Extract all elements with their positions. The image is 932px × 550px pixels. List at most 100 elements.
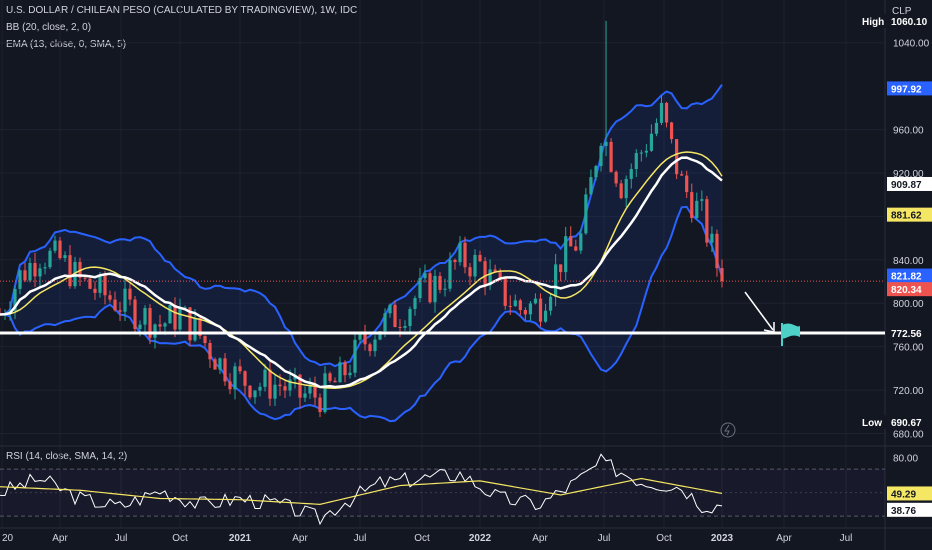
candle-body[interactable]	[318, 397, 322, 413]
candle-body[interactable]	[659, 102, 664, 123]
candle-body[interactable]	[634, 153, 638, 170]
candle-body[interactable]	[243, 371, 247, 386]
candle-body[interactable]	[58, 240, 62, 259]
candle-body[interactable]	[278, 384, 282, 387]
candle-body[interactable]	[428, 273, 432, 303]
candle-body[interactable]	[123, 288, 127, 312]
checkered-flag-icon[interactable]	[781, 323, 800, 346]
candle-body[interactable]	[649, 133, 654, 151]
candle-body[interactable]	[28, 263, 32, 281]
projection-arrow[interactable]	[744, 291, 774, 331]
candle-body[interactable]	[715, 233, 719, 269]
candle-body[interactable]	[373, 339, 377, 352]
candle-body[interactable]	[203, 336, 207, 344]
candle-body[interactable]	[675, 139, 679, 175]
candle-body[interactable]	[333, 380, 337, 383]
candle-body[interactable]	[208, 343, 212, 360]
candle-body[interactable]	[273, 384, 277, 399]
candle-body[interactable]	[238, 366, 242, 372]
candle-body[interactable]	[258, 386, 262, 391]
candle-body[interactable]	[700, 199, 704, 201]
candle-body[interactable]	[443, 288, 447, 290]
candle-body[interactable]	[513, 300, 517, 307]
candle-body[interactable]	[338, 362, 342, 383]
candle-body[interactable]	[408, 308, 412, 327]
candle-body[interactable]	[253, 390, 257, 398]
candle-body[interactable]	[654, 122, 659, 134]
candle-body[interactable]	[548, 296, 553, 311]
candle-body[interactable]	[458, 242, 462, 263]
candle-body[interactable]	[313, 386, 317, 398]
candle-body[interactable]	[523, 310, 527, 315]
candle-body[interactable]	[128, 288, 132, 300]
candle-body[interactable]	[93, 288, 97, 293]
candle-body[interactable]	[108, 295, 112, 300]
candle-body[interactable]	[218, 358, 222, 370]
candle-body[interactable]	[473, 254, 477, 277]
candle-body[interactable]	[248, 385, 252, 398]
candle-body[interactable]	[669, 122, 674, 140]
candle-body[interactable]	[88, 278, 92, 289]
candle-body[interactable]	[168, 304, 172, 324]
candle-body[interactable]	[153, 324, 157, 338]
candle-body[interactable]	[720, 268, 724, 282]
candle-body[interactable]	[138, 324, 142, 329]
candle-body[interactable]	[63, 255, 67, 259]
candle-body[interactable]	[73, 261, 77, 287]
candle-body[interactable]	[263, 369, 267, 387]
candle-body[interactable]	[680, 174, 684, 176]
candle-body[interactable]	[438, 275, 442, 290]
candle-body[interactable]	[538, 298, 543, 322]
rsi-indicator-label[interactable]: RSI (14, close, SMA, 14, 2)	[6, 451, 128, 462]
candle-body[interactable]	[619, 183, 623, 199]
candle-body[interactable]	[508, 305, 512, 307]
candle-body[interactable]	[569, 236, 573, 247]
candle-body[interactable]	[183, 307, 187, 309]
candle-body[interactable]	[103, 275, 107, 296]
candle-body[interactable]	[483, 261, 487, 286]
candle-body[interactable]	[543, 310, 548, 322]
candle-body[interactable]	[383, 313, 387, 332]
candle-body[interactable]	[233, 366, 237, 390]
bb-basis-line[interactable]	[0, 156, 723, 389]
candle-body[interactable]	[478, 254, 482, 262]
candle-body[interactable]	[298, 374, 302, 398]
candle-body[interactable]	[639, 152, 643, 154]
candle-body[interactable]	[328, 373, 332, 381]
candle-body[interactable]	[559, 264, 563, 273]
ema-indicator-label[interactable]: EMA (13, close, 0, SMA, 5)	[6, 39, 127, 50]
rsi-line[interactable]	[0, 453, 723, 526]
candle-body[interactable]	[158, 324, 162, 327]
candle-body[interactable]	[348, 372, 352, 376]
candle-body[interactable]	[398, 327, 402, 329]
candle-body[interactable]	[133, 299, 137, 329]
candle-body[interactable]	[564, 236, 568, 273]
candle-body[interactable]	[629, 169, 633, 179]
candle-body[interactable]	[690, 192, 694, 218]
candle-body[interactable]	[468, 267, 472, 277]
lightning-icon[interactable]	[720, 422, 736, 438]
candle-body[interactable]	[574, 246, 578, 251]
candle-body[interactable]	[368, 344, 372, 352]
candle-body[interactable]	[148, 308, 152, 338]
candle-body[interactable]	[533, 298, 538, 304]
candle-body[interactable]	[283, 386, 287, 391]
candle-body[interactable]	[118, 310, 122, 312]
candle-body[interactable]	[503, 278, 507, 306]
candle-body[interactable]	[13, 288, 17, 311]
candle-body[interactable]	[453, 259, 457, 263]
candle-body[interactable]	[388, 304, 392, 314]
candle-body[interactable]	[604, 141, 608, 146]
candle-body[interactable]	[463, 242, 467, 268]
candle-body[interactable]	[38, 268, 42, 277]
candle-body[interactable]	[584, 194, 588, 234]
candle-body[interactable]	[223, 358, 227, 382]
candle-body[interactable]	[353, 339, 357, 373]
candle-body[interactable]	[178, 308, 182, 330]
candle-body[interactable]	[43, 267, 47, 269]
candle-body[interactable]	[143, 308, 147, 325]
candle-body[interactable]	[173, 304, 177, 330]
candle-body[interactable]	[644, 150, 648, 153]
candle-body[interactable]	[614, 171, 618, 184]
candle-body[interactable]	[594, 166, 598, 178]
